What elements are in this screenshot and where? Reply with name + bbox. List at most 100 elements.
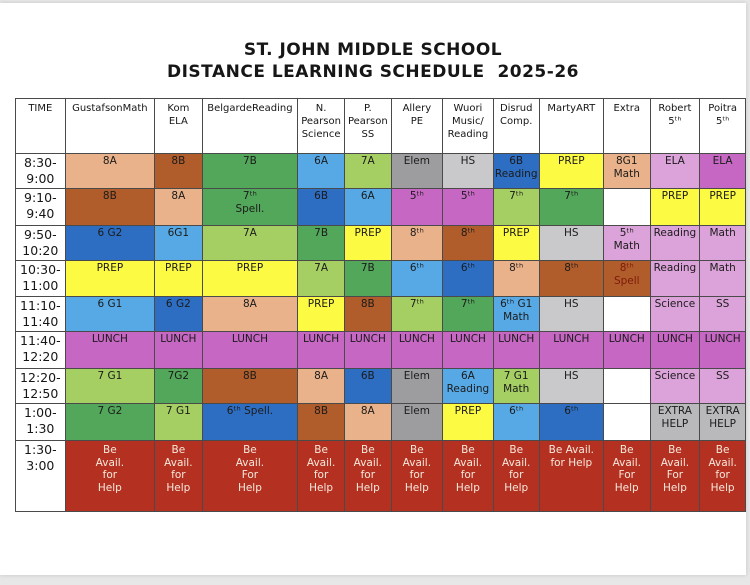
time-cell: 9:10- 9:40: [15, 188, 66, 226]
cell-n-pearson-row4: 7A: [297, 260, 345, 297]
cell-belgarde-row8: 6ᵗʰ Spell.: [201, 403, 299, 441]
cell-gustafson-row4: PREP: [64, 260, 156, 297]
cell-marty-row2: 7ᵗʰ: [538, 188, 604, 226]
cell-kom-row7: 7G2: [154, 368, 203, 404]
cell-kom-row8: 7 G1: [154, 403, 203, 441]
cell-poitra-row1: ELA: [699, 153, 746, 189]
cell-belgarde-row2: 7ᵗʰ Spell.: [201, 188, 299, 226]
cell-marty-row3: HS: [538, 225, 604, 261]
cell-n-pearson-row1: 6A: [297, 153, 345, 189]
time-cell: 1:00- 1:30: [15, 403, 66, 441]
cell-wuori-row8: PREP: [442, 403, 494, 441]
cell-disrud-row2: 7ᵗʰ: [492, 188, 540, 226]
cell-allery-row6: LUNCH: [390, 331, 444, 369]
column-header-wuori: Wuori Music/ Reading: [442, 98, 494, 154]
cell-wuori-row7: 6A Reading: [442, 368, 494, 404]
cell-belgarde-row4: PREP: [201, 260, 299, 297]
cell-marty-row6: LUNCH: [538, 331, 604, 369]
column-header-robert: Robert 5ᵗʰ: [649, 98, 701, 154]
schedule-row: 8:30- 9:00 8A 8B 7B 6A 7A Elem HS 6B Reading PREP…: [15, 153, 746, 189]
cell-extra-row5: [602, 296, 651, 332]
cell-marty-row7: HS: [538, 368, 604, 404]
cell-gustafson-row6: LUNCH: [64, 331, 156, 369]
page-title: ST. JOHN MIDDLE SCHOOL DISTANCE LEARNING…: [0, 39, 746, 83]
cell-p-pearson-row7: 6B: [343, 368, 392, 404]
column-header-gustafson: GustafsonMath: [64, 98, 156, 154]
cell-poitra-row4: Math: [699, 260, 746, 297]
cell-extra-row3: 5ᵗʰ Math: [602, 225, 651, 261]
cell-marty-row4: 8ᵗʰ: [538, 260, 604, 297]
cell-robert-row4: Reading: [649, 260, 701, 297]
cell-poitra-row6: LUNCH: [699, 331, 746, 369]
cell-disrud-row3: PREP: [492, 225, 540, 261]
cell-extra-row8: [602, 403, 651, 441]
cell-gustafson-row7: 7 G1: [64, 368, 156, 404]
column-header-poitra: Poitra 5ᵗʰ: [699, 98, 746, 154]
cell-p-pearson-row2: 6A: [343, 188, 392, 226]
cell-disrud-row4: 8ᵗʰ: [492, 260, 540, 297]
cell-n-pearson-row5: PREP: [297, 296, 345, 332]
cell-belgarde-row7: 8B: [201, 368, 299, 404]
cell-disrud-row9: Be Avail. for Help: [492, 440, 540, 512]
cell-belgarde-row3: 7A: [201, 225, 299, 261]
column-header-allery: Allery PE: [390, 98, 444, 154]
time-cell: 10:30- 11:00: [15, 260, 66, 297]
cell-kom-row5: 6 G2: [154, 296, 203, 332]
cell-marty-row8: 6ᵗʰ: [538, 403, 604, 441]
column-header-extra: Extra: [602, 98, 651, 154]
cell-n-pearson-row7: 8A: [297, 368, 345, 404]
cell-poitra-row8: EXTRA HELP: [699, 403, 746, 441]
cell-gustafson-row9: Be Avail. for Help: [64, 440, 156, 512]
cell-robert-row1: ELA: [649, 153, 701, 189]
cell-n-pearson-row8: 8B: [297, 403, 345, 441]
cell-robert-row5: Science: [649, 296, 701, 332]
column-header-time: TIME: [15, 98, 66, 154]
cell-robert-row7: Science: [649, 368, 701, 404]
cell-p-pearson-row4: 7B: [343, 260, 392, 297]
cell-allery-row5: 7ᵗʰ: [390, 296, 444, 332]
cell-disrud-row1: 6B Reading: [492, 153, 540, 189]
time-cell: 8:30- 9:00: [15, 153, 66, 189]
cell-allery-row9: Be Avail. for Help: [390, 440, 444, 512]
cell-marty-row5: HS: [538, 296, 604, 332]
schedule-row: 1:00- 1:30 7 G2 7 G1 6ᵗʰ Spell. 8B 8A Elem PREP…: [15, 403, 746, 441]
cell-extra-row1: 8G1 Math: [602, 153, 651, 189]
cell-allery-row8: Elem: [390, 403, 444, 441]
cell-robert-row2: PREP: [649, 188, 701, 226]
cell-poitra-row3: Math: [699, 225, 746, 261]
cell-marty-row1: PREP: [538, 153, 604, 189]
schedule-row: 10:30- 11:00 PREP PREP PREP 7A 7B 6ᵗʰ 6ᵗʰ 8ᵗʰ 8ᵗʰ…: [15, 260, 746, 297]
schedule-row: 12:20- 12:50 7 G1 7G2 8B 8A 6B Elem 6A Reading 7…: [15, 368, 746, 404]
time-cell: 1:30- 3:00: [15, 440, 66, 512]
schedule-row: 9:50- 10:20 6 G2 6G1 7A 7B PREP 8ᵗʰ 8ᵗʰ PREP HS 5ᵗ…: [15, 225, 746, 261]
cell-allery-row1: Elem: [390, 153, 444, 189]
cell-robert-row9: Be Avail. For Help: [649, 440, 701, 512]
cell-kom-row1: 8B: [154, 153, 203, 189]
cell-extra-row4: 8ᵗʰ Spell: [602, 260, 651, 297]
cell-gustafson-row8: 7 G2: [64, 403, 156, 441]
column-header-p-pearson: P. Pearson SS: [343, 98, 392, 154]
cell-robert-row3: Reading: [649, 225, 701, 261]
cell-belgarde-row5: 8A: [201, 296, 299, 332]
schedule-subtitle: DISTANCE LEARNING SCHEDULE 2025-26: [167, 62, 579, 82]
school-name: ST. JOHN MIDDLE SCHOOL: [243, 40, 503, 60]
cell-disrud-row5: 6ᵗʰ G1 Math: [492, 296, 540, 332]
cell-allery-row4: 6ᵗʰ: [390, 260, 444, 297]
cell-extra-row2: [602, 188, 651, 226]
cell-poitra-row2: PREP: [699, 188, 746, 226]
cell-robert-row8: EXTRA HELP: [649, 403, 701, 441]
cell-allery-row3: 8ᵗʰ: [390, 225, 444, 261]
cell-gustafson-row5: 6 G1: [64, 296, 156, 332]
cell-extra-row6: LUNCH: [602, 331, 651, 369]
cell-wuori-row5: 7ᵗʰ: [442, 296, 494, 332]
cell-belgarde-row9: Be Avail. For Help: [201, 440, 299, 512]
cell-belgarde-row6: LUNCH: [201, 331, 299, 369]
header-row: TIME GustafsonMath Kom ELA BelgardeReading N…: [15, 98, 746, 154]
cell-allery-row7: Elem: [390, 368, 444, 404]
schedule-row: 11:40- 12:20 LUNCH LUNCH LUNCH LUNCH LUNCH LUN…: [15, 331, 746, 369]
schedule-row: 1:30- 3:00 Be Avail. for Help Be Avail. fo…: [15, 440, 746, 512]
time-cell: 12:20- 12:50: [15, 368, 66, 404]
schedule-page: ST. JOHN MIDDLE SCHOOL DISTANCE LEARNING…: [0, 3, 746, 575]
cell-p-pearson-row3: PREP: [343, 225, 392, 261]
cell-n-pearson-row2: 6B: [297, 188, 345, 226]
